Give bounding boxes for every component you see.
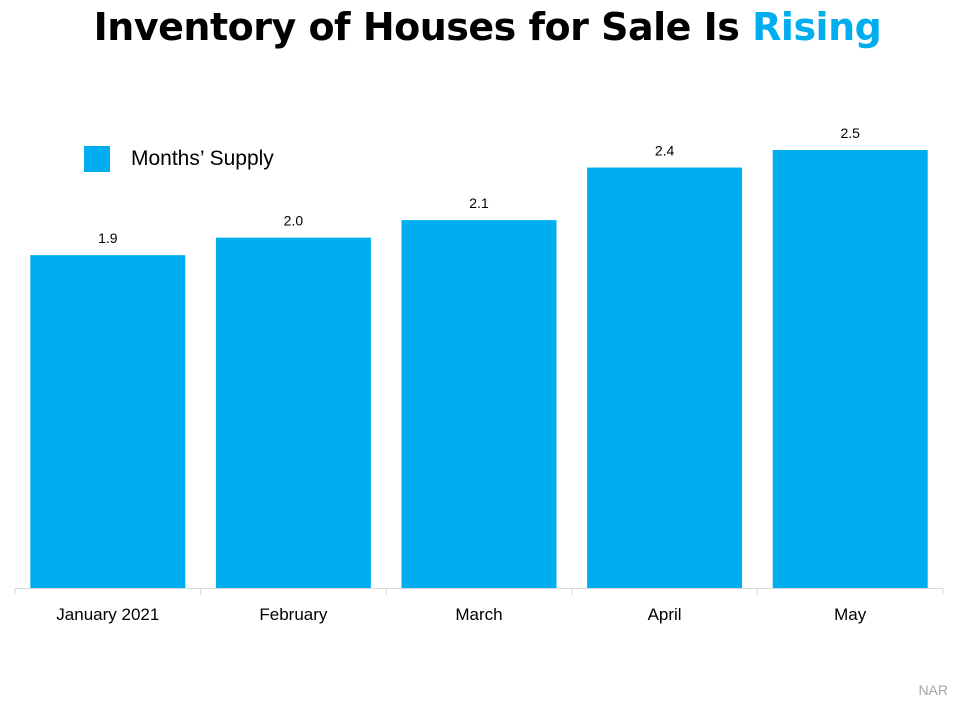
title-accent: Rising (752, 5, 882, 49)
x-tick-label-4: April (648, 605, 682, 624)
data-label-5: 2.5 (840, 125, 860, 141)
x-tick-label-1: January 2021 (56, 605, 159, 624)
bar-5 (772, 150, 928, 588)
title-main: Inventory of Houses for Sale Is (93, 5, 753, 49)
legend-label: Months’ Supply (131, 147, 274, 170)
x-tick-label-2: February (259, 605, 328, 624)
data-label-3: 2.1 (469, 195, 489, 211)
legend: Months’ Supply (84, 146, 274, 172)
legend-swatch (84, 146, 110, 172)
data-label-2: 2.0 (284, 213, 304, 229)
data-label-1: 1.9 (98, 230, 118, 246)
data-label-4: 2.4 (655, 143, 675, 159)
bar-4 (587, 167, 743, 589)
bar-3 (401, 220, 557, 588)
bar-2 (215, 237, 371, 588)
source-label: NAR (918, 682, 948, 698)
x-tick-label-3: March (455, 605, 502, 624)
x-tick-label-5: May (834, 605, 867, 624)
chart-title: Inventory of Houses for Sale Is Rising (0, 0, 975, 54)
bar-1 (30, 255, 186, 589)
